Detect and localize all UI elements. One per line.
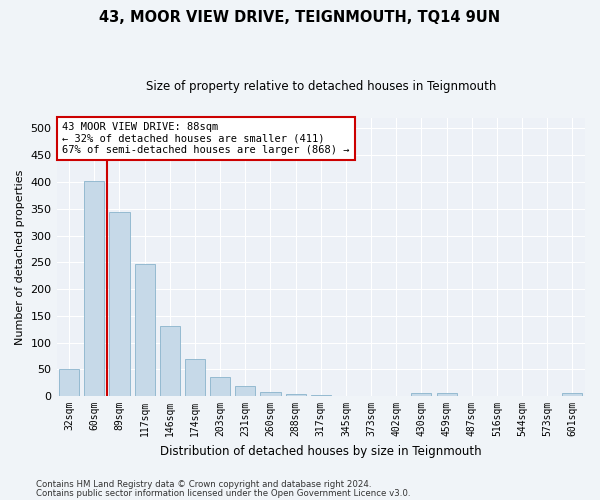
Title: Size of property relative to detached houses in Teignmouth: Size of property relative to detached ho…: [146, 80, 496, 93]
Bar: [412, 394, 431, 396]
Text: Contains HM Land Registry data © Crown copyright and database right 2024.: Contains HM Land Registry data © Crown c…: [36, 480, 371, 489]
Bar: [562, 394, 583, 396]
Bar: [437, 394, 457, 396]
Bar: [134, 264, 155, 396]
Bar: [235, 386, 256, 396]
Bar: [260, 392, 281, 396]
Text: 43, MOOR VIEW DRIVE, TEIGNMOUTH, TQ14 9UN: 43, MOOR VIEW DRIVE, TEIGNMOUTH, TQ14 9U…: [100, 10, 500, 25]
Text: 43 MOOR VIEW DRIVE: 88sqm
← 32% of detached houses are smaller (411)
67% of semi: 43 MOOR VIEW DRIVE: 88sqm ← 32% of detac…: [62, 122, 349, 155]
Bar: [210, 378, 230, 396]
Bar: [185, 358, 205, 396]
Bar: [311, 395, 331, 396]
X-axis label: Distribution of detached houses by size in Teignmouth: Distribution of detached houses by size …: [160, 444, 482, 458]
Bar: [109, 212, 130, 396]
Bar: [286, 394, 305, 396]
Bar: [84, 181, 104, 396]
Y-axis label: Number of detached properties: Number of detached properties: [15, 169, 25, 344]
Text: Contains public sector information licensed under the Open Government Licence v3: Contains public sector information licen…: [36, 488, 410, 498]
Bar: [59, 369, 79, 396]
Bar: [160, 326, 180, 396]
